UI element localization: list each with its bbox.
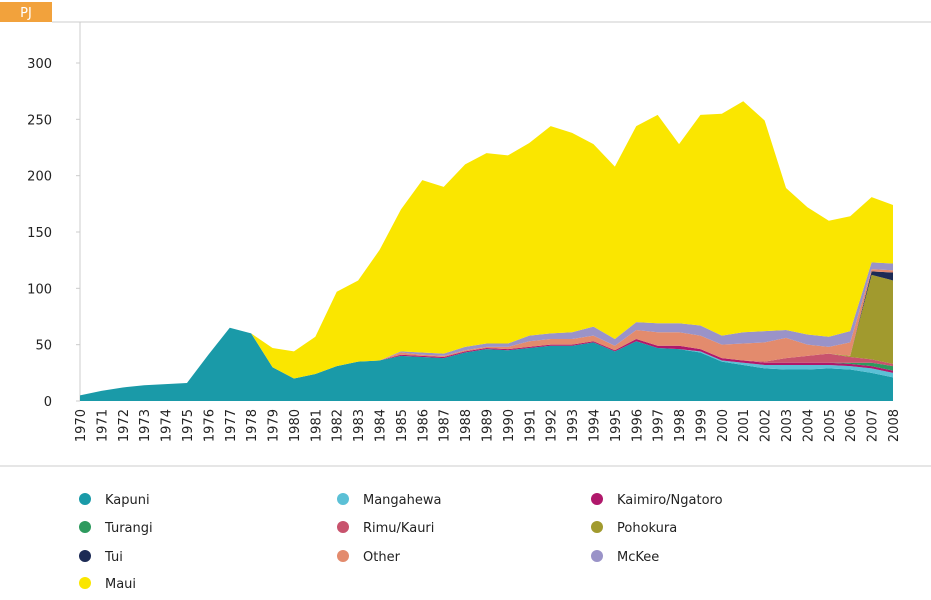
x-tick-label: 1976 — [202, 409, 217, 442]
x-tick-label: 1993 — [566, 409, 581, 442]
legend-label: Tui — [104, 550, 123, 565]
legend-label: Other — [363, 550, 401, 565]
x-tick-label: 1970 — [74, 409, 89, 442]
x-tick-label: 1999 — [694, 409, 709, 442]
x-tick-label: 1971 — [95, 409, 110, 442]
x-tick-label: 2005 — [823, 409, 838, 442]
x-tick-label: 2002 — [759, 409, 774, 442]
x-tick-label: 2007 — [866, 409, 881, 442]
x-tick-label: 1988 — [459, 409, 474, 442]
legend-label: Pohokura — [617, 521, 677, 536]
legend-swatch — [591, 521, 603, 533]
y-tick-label: 200 — [27, 170, 52, 185]
x-tick-label: 1984 — [374, 409, 389, 442]
legend-swatch — [79, 493, 91, 505]
y-tick-label: 0 — [44, 395, 52, 410]
area — [80, 327, 893, 396]
x-tick-label: 2000 — [716, 409, 731, 442]
legend-label: Rimu/Kauri — [363, 521, 434, 536]
x-tick-label: 1979 — [267, 409, 282, 442]
legend-label: McKee — [617, 550, 659, 565]
legend-label: Mangahewa — [363, 493, 441, 508]
y-tick-label: 300 — [27, 57, 52, 72]
x-tick-label: 1990 — [502, 409, 517, 442]
x-tick-label: 1992 — [545, 409, 560, 442]
x-tick-label: 1975 — [181, 409, 196, 442]
x-tick-label: 1996 — [630, 409, 645, 442]
y-axis-label: PJ — [20, 6, 32, 21]
x-tick-label: 1987 — [438, 409, 453, 442]
x-tick-label: 1991 — [523, 409, 538, 442]
area — [80, 327, 893, 401]
x-tick-label: 1986 — [416, 409, 431, 442]
x-tick-label: 1983 — [352, 409, 367, 442]
x-tick-label: 1985 — [395, 409, 410, 442]
x-tick-label: 1978 — [245, 409, 260, 442]
legend-swatch — [337, 550, 349, 562]
x-tick-label: 1980 — [288, 409, 303, 442]
legend-swatch — [591, 550, 603, 562]
x-tick-label: 2006 — [844, 409, 859, 442]
legend-swatch — [79, 550, 91, 562]
legend-swatch — [79, 577, 91, 589]
y-label-box — [0, 2, 52, 22]
legend-swatch — [591, 493, 603, 505]
x-tick-label: 1972 — [117, 409, 132, 442]
legend-swatch — [337, 493, 349, 505]
y-tick-label: 150 — [27, 226, 52, 241]
legend-label: Kaimiro/Ngatoro — [617, 493, 723, 508]
legend-swatch — [79, 521, 91, 533]
x-tick-label: 2001 — [737, 409, 752, 442]
x-tick-label: 2003 — [780, 409, 795, 442]
x-tick-label: 1997 — [652, 409, 667, 442]
y-tick-label: 250 — [27, 113, 52, 128]
y-tick-label: 100 — [27, 282, 52, 297]
x-tick-label: 2008 — [887, 409, 902, 442]
legend-label: Maui — [105, 577, 136, 592]
x-tick-label: 1982 — [331, 409, 346, 442]
legend-label: Kapuni — [105, 493, 150, 508]
x-tick-label: 1995 — [609, 409, 624, 442]
x-tick-label: 1977 — [224, 409, 239, 442]
area — [80, 101, 893, 396]
legend-label: Turangi — [104, 521, 153, 536]
x-tick-label: 1998 — [673, 409, 688, 442]
x-tick-label: 1994 — [587, 409, 602, 442]
legend-swatch — [337, 521, 349, 533]
x-tick-label: 1973 — [138, 409, 153, 442]
x-tick-label: 1981 — [309, 409, 324, 442]
x-tick-label: 1989 — [481, 409, 496, 442]
y-tick-label: 50 — [35, 339, 52, 354]
x-tick-label: 2004 — [801, 409, 816, 442]
x-tick-label: 1974 — [160, 409, 175, 442]
